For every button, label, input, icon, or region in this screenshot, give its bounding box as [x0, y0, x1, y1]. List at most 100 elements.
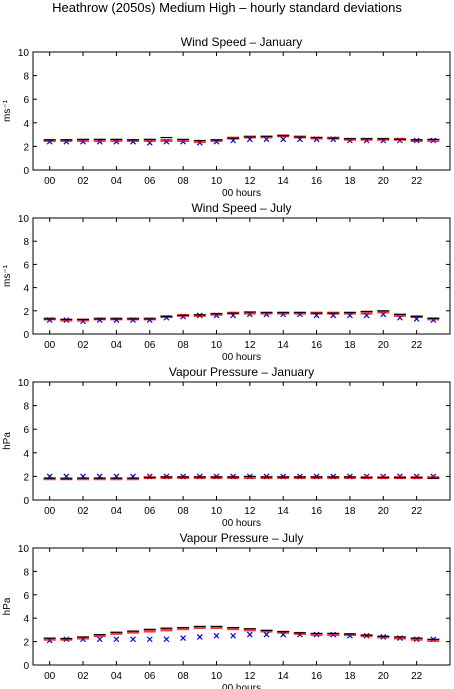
data-point-x [263, 631, 270, 638]
y-tick-label: 6 [23, 95, 29, 106]
y-tick-label: 10 [18, 544, 30, 555]
x-tick-label: 06 [144, 506, 156, 517]
data-point-x [246, 631, 253, 638]
x-tick-label: 12 [244, 671, 256, 682]
x-axis-label: 00 hours [222, 518, 261, 529]
x-tick-label: 02 [77, 176, 89, 187]
x-tick-label: 04 [111, 340, 123, 351]
y-tick-label: 2 [23, 472, 29, 483]
x-tick-label: 22 [411, 506, 423, 517]
x-tick-label: 16 [311, 671, 323, 682]
x-tick-label: 20 [378, 176, 390, 187]
x-tick-label: 10 [211, 506, 223, 517]
y-tick-label: 2 [23, 142, 29, 153]
x-tick-label: 22 [411, 671, 423, 682]
y-tick-label: 4 [23, 119, 29, 130]
plot-frame [32, 381, 451, 501]
x-tick-label: 16 [311, 176, 323, 187]
y-tick-label: 6 [23, 260, 29, 271]
x-tick-label: 12 [244, 340, 256, 351]
y-tick-label: 0 [23, 661, 29, 672]
x-tick-label: 02 [77, 506, 89, 517]
x-tick-label: 02 [77, 671, 89, 682]
y-tick-label: 8 [23, 567, 29, 578]
x-tick-label: 12 [244, 506, 256, 517]
plot-frame [32, 51, 451, 171]
x-tick-label: 22 [411, 340, 423, 351]
chart-title: Wind Speed – July [191, 201, 291, 215]
y-tick-label: 4 [23, 614, 29, 625]
y-tick-label: 6 [23, 591, 29, 602]
x-axis-label: 00 hours [222, 188, 261, 199]
chart-title: Vapour Pressure – January [169, 365, 314, 379]
data-point-x [280, 136, 287, 143]
x-tick-label: 04 [111, 176, 123, 187]
data-point-x [180, 635, 187, 642]
x-tick-label: 14 [278, 671, 290, 682]
data-point-x [163, 636, 170, 643]
x-tick-label: 20 [378, 671, 390, 682]
plot-frame [32, 547, 451, 666]
y-tick-label: 8 [23, 72, 29, 83]
y-tick-label: 8 [23, 237, 29, 248]
data-point-x [96, 636, 103, 643]
data-point-x [213, 632, 220, 639]
y-tick-label: 2 [23, 307, 29, 318]
x-tick-label: 18 [344, 176, 356, 187]
x-tick-label: 08 [178, 340, 190, 351]
x-tick-label: 00 [44, 176, 56, 187]
chart-title: Vapour Pressure – July [180, 531, 304, 545]
chart-title: Wind Speed – January [181, 35, 302, 49]
y-tick-label: 0 [23, 166, 29, 177]
x-tick-label: 16 [311, 340, 323, 351]
x-tick-label: 18 [344, 340, 356, 351]
x-tick-label: 10 [211, 340, 223, 351]
y-tick-label: 0 [23, 496, 29, 507]
y-axis-label: hPa [2, 597, 13, 615]
x-tick-label: 14 [278, 340, 290, 351]
y-tick-label: 10 [18, 378, 30, 389]
x-axis-label: 00 hours [222, 352, 261, 363]
x-tick-label: 08 [178, 176, 190, 187]
data-point-x [230, 632, 237, 639]
data-point-x [146, 636, 153, 643]
figure-title: Heathrow (2050s) Medium High – hourly st… [52, 0, 402, 15]
y-tick-label: 0 [23, 330, 29, 341]
y-tick-label: 8 [23, 402, 29, 413]
x-tick-label: 10 [211, 671, 223, 682]
x-tick-label: 08 [178, 506, 190, 517]
x-tick-label: 20 [378, 506, 390, 517]
x-tick-label: 18 [344, 506, 356, 517]
y-tick-label: 2 [23, 638, 29, 649]
y-tick-label: 4 [23, 449, 29, 460]
x-tick-label: 14 [278, 506, 290, 517]
x-tick-label: 06 [144, 340, 156, 351]
x-tick-label: 06 [144, 671, 156, 682]
x-tick-label: 00 [44, 506, 56, 517]
y-axis-label: ms⁻¹ [2, 99, 13, 122]
data-point-x [130, 636, 137, 643]
x-tick-label: 08 [178, 671, 190, 682]
x-tick-label: 00 [44, 671, 56, 682]
y-tick-label: 4 [23, 284, 29, 295]
x-tick-label: 16 [311, 506, 323, 517]
x-tick-label: 14 [278, 176, 290, 187]
x-tick-label: 06 [144, 176, 156, 187]
x-tick-label: 04 [111, 506, 123, 517]
x-tick-label: 10 [211, 176, 223, 187]
y-axis-label: hPa [2, 432, 13, 450]
x-tick-label: 04 [111, 671, 123, 682]
x-tick-label: 20 [378, 340, 390, 351]
plot-frame [32, 217, 451, 335]
data-point-x [113, 636, 120, 643]
x-tick-label: 12 [244, 176, 256, 187]
y-tick-label: 6 [23, 425, 29, 436]
y-tick-label: 10 [18, 48, 30, 59]
y-axis-label: ms⁻¹ [2, 264, 13, 287]
x-tick-label: 00 [44, 340, 56, 351]
x-tick-label: 02 [77, 340, 89, 351]
